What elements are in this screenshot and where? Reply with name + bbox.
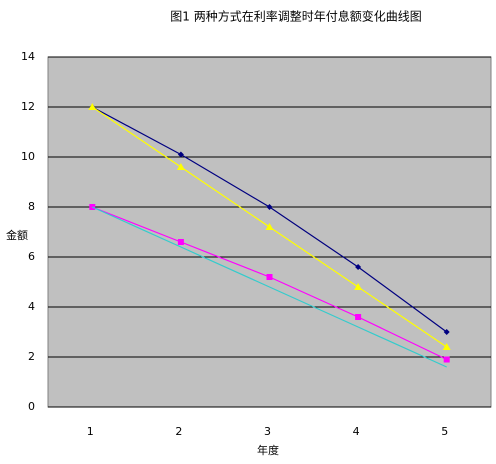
marker: [443, 356, 450, 363]
y-axis-label: 金额: [6, 228, 28, 242]
x-tick-label: 2: [175, 425, 182, 438]
chart-title: 图1 两种方式在利率调整时年付息额变化曲线图: [170, 9, 421, 24]
marker: [266, 204, 273, 210]
y-tick-label: 14: [21, 50, 35, 63]
y-tick-label: 4: [28, 300, 35, 313]
x-tick-label: 1: [87, 425, 94, 438]
y-tick-label: 8: [28, 200, 35, 213]
y-tick-label: 0: [28, 400, 35, 413]
marker: [354, 283, 363, 290]
y-tick-label: 12: [21, 100, 35, 113]
x-tick-label: 5: [441, 425, 448, 438]
x-tick-label: 4: [353, 425, 360, 438]
marker: [88, 103, 97, 110]
y-tick-label: 6: [28, 250, 35, 263]
plot-area: [47, 56, 492, 408]
marker: [443, 329, 450, 335]
marker: [355, 314, 362, 320]
marker: [355, 264, 362, 270]
y-tick-label: 10: [21, 150, 35, 163]
marker: [265, 223, 274, 230]
marker: [177, 239, 184, 245]
series-line: [92, 206, 447, 368]
x-axis-label: 年度: [257, 443, 279, 457]
marker: [442, 343, 451, 350]
y-tick-label: 2: [28, 350, 35, 363]
marker: [176, 163, 185, 170]
marker: [177, 151, 184, 158]
x-tick-label: 3: [264, 425, 271, 438]
marker: [266, 274, 273, 280]
